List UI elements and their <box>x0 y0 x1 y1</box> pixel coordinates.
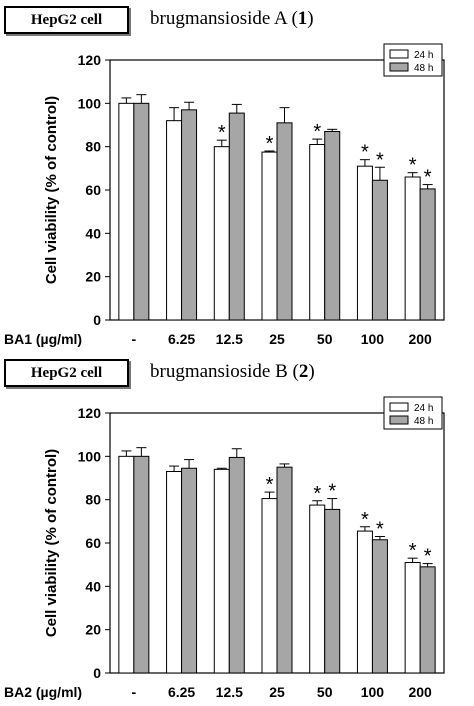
x-tick-label: 6.25 <box>168 684 195 700</box>
legend-label: 24 h <box>414 50 433 61</box>
significance-marker: * <box>376 149 384 171</box>
bar <box>276 466 293 674</box>
y-tick-label: 120 <box>78 405 102 421</box>
y-axis-label: Cell viability (% of control) <box>43 449 60 637</box>
y-tick-label: 80 <box>85 139 101 155</box>
bar <box>213 146 230 321</box>
x-tick-label: 200 <box>408 684 432 700</box>
bar <box>133 102 150 321</box>
bar <box>324 508 341 674</box>
legend-box <box>383 43 443 77</box>
x-tick-label: 6.25 <box>168 331 195 347</box>
chart-title-prefix: brugmansioside B ( <box>150 361 299 382</box>
x-axis-label: BA1 (µg/ml) <box>4 331 82 347</box>
y-tick-label: 100 <box>78 95 102 111</box>
bar <box>419 188 436 321</box>
legend-swatch <box>389 62 409 72</box>
significance-marker: * <box>313 483 321 505</box>
legend-swatch <box>389 402 409 412</box>
bar <box>118 455 135 674</box>
x-tick-label: 50 <box>317 331 333 347</box>
significance-marker: * <box>424 546 432 568</box>
chart-panel-a: HepG2 cell brugmansioside A (1) 0 20 40 60 8… <box>4 6 445 347</box>
bar <box>261 151 278 321</box>
bar <box>133 455 150 674</box>
y-tick-label: 20 <box>85 622 101 638</box>
significance-marker: * <box>424 167 432 189</box>
legend-label: 48 h <box>414 63 433 74</box>
bar <box>419 566 436 674</box>
x-axis-label: BA2 (µg/ml) <box>4 684 82 700</box>
x-tick-label: 100 <box>361 684 385 700</box>
legend-label: 48 h <box>414 416 433 427</box>
legend-swatch <box>389 49 409 59</box>
cell-line-label: HepG2 cell <box>4 6 129 34</box>
y-tick-label: 60 <box>85 182 101 198</box>
significance-marker: * <box>409 155 417 177</box>
compound-number: 2 <box>298 361 309 382</box>
significance-marker: * <box>313 121 321 143</box>
bar <box>228 456 245 674</box>
bar <box>181 109 198 321</box>
legend-box <box>383 396 443 430</box>
x-tick-label: 25 <box>269 684 285 700</box>
y-tick-label: 40 <box>85 225 101 241</box>
x-tick-label: 12.5 <box>216 684 243 700</box>
cell-line-label: HepG2 cell <box>4 359 129 387</box>
bar <box>404 176 421 321</box>
legend-swatch <box>389 415 409 425</box>
y-tick-label: 40 <box>85 578 101 594</box>
x-tick-label: 12.5 <box>216 331 243 347</box>
bar <box>213 468 230 674</box>
significance-marker: * <box>328 481 336 503</box>
compound-number: 1 <box>297 8 308 29</box>
significance-marker: * <box>266 474 274 496</box>
bar <box>371 179 388 321</box>
significance-marker: * <box>409 540 417 562</box>
bar <box>324 131 341 321</box>
x-tick-label: 25 <box>269 331 285 347</box>
bar <box>309 504 326 674</box>
chart-title-prefix: brugmansioside A ( <box>150 8 298 29</box>
bar <box>181 467 198 674</box>
bar <box>228 112 245 321</box>
y-axis-label: Cell viability (% of control) <box>43 96 60 284</box>
x-tick-label: 200 <box>408 331 432 347</box>
bar <box>371 539 388 674</box>
significance-marker: * <box>376 519 384 541</box>
y-tick-label: 20 <box>85 269 101 285</box>
bar <box>276 122 293 321</box>
x-tick-label: 50 <box>317 684 333 700</box>
bar <box>356 165 373 321</box>
x-tick-label: 100 <box>361 331 385 347</box>
significance-marker: * <box>218 122 226 144</box>
chart-title-suffix: ) <box>308 361 315 382</box>
chart-title: brugmansioside A (1) <box>150 8 410 30</box>
x-tick-label: - <box>132 684 137 700</box>
y-tick-label: 0 <box>93 312 101 328</box>
bar <box>309 144 326 321</box>
bar <box>356 530 373 674</box>
bar <box>261 498 278 674</box>
bar <box>118 102 135 321</box>
significance-marker: * <box>361 142 369 164</box>
y-tick-label: 0 <box>93 665 101 681</box>
significance-marker: * <box>361 509 369 531</box>
y-tick-label: 60 <box>85 535 101 551</box>
legend-label: 24 h <box>414 403 433 414</box>
chart-panel-b: HepG2 cell brugmansioside B (2) 0 20 40 60 8… <box>0 353 474 706</box>
bar <box>166 471 183 674</box>
chart-title: brugmansioside B (2) <box>150 361 410 383</box>
bar-chart-a: 0 20 40 60 80 100 120 Cell viability (% of cont… <box>4 43 445 347</box>
significance-marker: * <box>266 133 274 155</box>
x-tick-label: - <box>132 331 137 347</box>
bar <box>404 562 421 674</box>
y-tick-label: 80 <box>85 492 101 508</box>
bar <box>166 120 183 321</box>
chart-title-suffix: ) <box>307 8 314 29</box>
y-tick-label: 120 <box>78 52 102 68</box>
bar-chart-b: 0 20 40 60 80 100 120 Cell viability (% of cont… <box>4 396 445 700</box>
y-tick-label: 100 <box>78 448 102 464</box>
